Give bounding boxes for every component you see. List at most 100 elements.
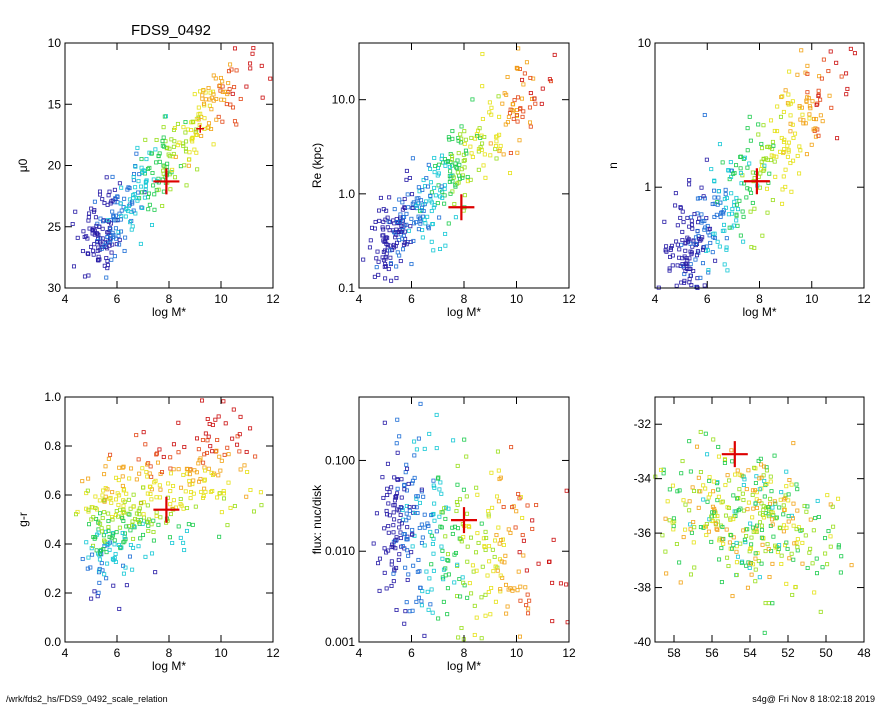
scatter-point (380, 475, 385, 480)
x-tick-label: 6 (408, 292, 415, 306)
scatter-point (753, 551, 758, 556)
scatter-point (777, 543, 782, 548)
scatter-point (498, 475, 503, 480)
scatter-point (411, 563, 416, 568)
scatter-point (98, 551, 103, 556)
scatter-point (816, 133, 821, 138)
scatter-point (113, 551, 118, 556)
scatter-point (845, 86, 850, 91)
scatter-point (268, 76, 273, 81)
scatter-point (772, 499, 777, 504)
scatter-point (112, 187, 117, 192)
scatter-point (210, 473, 215, 478)
scatter-point (431, 478, 436, 483)
scatter-point (511, 109, 516, 114)
y-tick-label: 10 (638, 36, 652, 50)
scatter-point (376, 561, 381, 566)
scatter-point (154, 514, 159, 519)
scatter-point (189, 137, 194, 142)
scatter-point (688, 522, 693, 527)
x-axis-label: log M* (447, 659, 481, 673)
scatter-point (738, 541, 743, 546)
x-tick-label: 4 (356, 292, 363, 306)
scatter-point (710, 250, 715, 255)
scatter-point (408, 224, 413, 229)
scatter-point (807, 116, 812, 121)
scatter-point (449, 157, 454, 162)
scatter-point (107, 225, 112, 230)
scatter-point (782, 507, 787, 512)
scatter-point (805, 565, 810, 570)
scatter-point (678, 205, 683, 210)
scatter-point (404, 177, 409, 182)
scatter-point (382, 526, 387, 531)
scatter-point (805, 95, 810, 100)
scatter-point (219, 97, 224, 102)
x-tick-label: 10 (510, 646, 524, 660)
scatter-point (691, 540, 696, 545)
scatter-point (103, 464, 108, 469)
scatter-point (474, 550, 479, 555)
scatter-point (156, 522, 161, 527)
scatter-point (71, 264, 76, 269)
y-tick-label: 0.100 (325, 453, 355, 467)
scatter-point (775, 129, 780, 134)
scatter-point (220, 89, 225, 94)
y-tick-label: 0.8 (44, 439, 61, 453)
scatter-point (754, 474, 759, 479)
scatter-point (844, 92, 849, 97)
scatter-point (177, 140, 182, 145)
scatter-point (468, 144, 473, 149)
scatter-point (722, 222, 727, 227)
scatter-point (712, 231, 717, 236)
y-tick-label: -32 (634, 417, 652, 431)
scatter-point (143, 137, 148, 142)
scatter-point (222, 89, 227, 94)
scatter-point (214, 117, 219, 122)
scatter-point (431, 483, 436, 488)
scatter-point (462, 193, 467, 198)
scatter-point (176, 467, 181, 472)
scatter-point (696, 234, 701, 239)
scatter-point (422, 512, 427, 517)
scatter-point (732, 171, 737, 176)
scatter-point (415, 569, 420, 574)
scatter-point (410, 532, 415, 537)
scatter-point (250, 51, 255, 56)
scatter-point (139, 184, 144, 189)
scatter-point (102, 572, 107, 577)
scatter-point (428, 166, 433, 171)
scatter-point (432, 170, 437, 175)
scatter-point (162, 144, 167, 149)
scatter-point (718, 214, 723, 219)
scatter-point (146, 528, 151, 533)
scatter-point (814, 102, 819, 107)
scatter-point (446, 572, 451, 577)
scatter-point (423, 221, 428, 226)
scatter-point (469, 135, 474, 140)
scatter-point (431, 511, 436, 516)
scatter-point (92, 228, 97, 233)
scatter-point (123, 565, 128, 570)
scatter-point (149, 474, 154, 479)
scatter-point (428, 529, 433, 534)
scatter-point (506, 527, 511, 532)
scatter-point (406, 553, 411, 558)
x-tick-label: 10 (805, 292, 819, 306)
scatter-point (478, 145, 483, 150)
scatter-point (784, 581, 789, 586)
scatter-point (774, 515, 779, 520)
scatter-point (101, 498, 106, 503)
scatter-point (178, 497, 183, 502)
scatter-point (730, 594, 735, 599)
scatter-point (795, 153, 800, 158)
y-tick-label: 0.010 (325, 544, 355, 558)
scatter-point (156, 187, 161, 192)
scatter-point (110, 556, 115, 561)
scatter-point (742, 477, 747, 482)
scatter-point (828, 534, 833, 539)
scatter-point (836, 543, 841, 548)
scatter-point (151, 183, 156, 188)
scatter-point (119, 185, 124, 190)
